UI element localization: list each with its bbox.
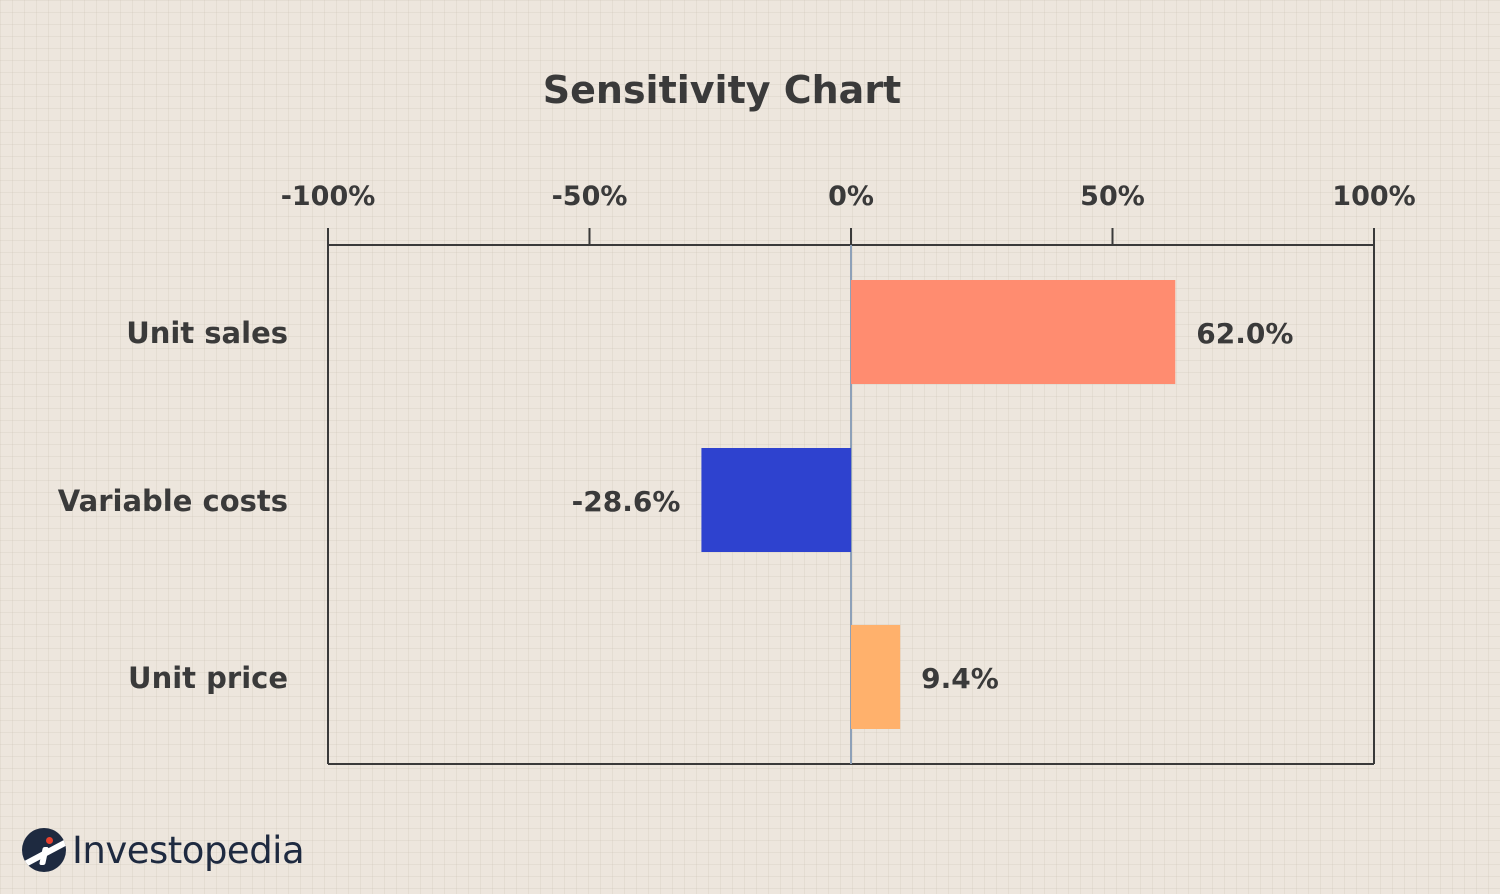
- bar: [851, 625, 901, 729]
- x-tick-label: 100%: [1332, 181, 1415, 212]
- bar: [851, 280, 1176, 384]
- logo-text: Investopedia: [72, 828, 305, 872]
- data-label: 62.0%: [1196, 317, 1293, 350]
- bars: [701, 280, 1176, 729]
- x-tick-label: -50%: [552, 181, 628, 212]
- x-tick-label: -100%: [281, 181, 376, 212]
- chart-title: Sensitivity Chart: [543, 68, 901, 112]
- category-label: Unit price: [128, 661, 288, 695]
- investopedia-logo: Investopedia: [22, 828, 305, 872]
- data-label: 9.4%: [921, 662, 999, 695]
- x-axis: -100% -50% 0% 50% 100%: [281, 181, 1416, 245]
- investopedia-logo-icon: [22, 828, 66, 872]
- x-tick-label: 0%: [828, 181, 874, 212]
- data-labels: 62.0% -28.6% 9.4%: [572, 317, 1294, 695]
- category-label: Unit sales: [126, 316, 288, 350]
- data-label: -28.6%: [572, 485, 681, 518]
- category-labels: Unit sales Variable costs Unit price: [58, 316, 288, 695]
- x-tick-label: 50%: [1080, 181, 1145, 212]
- bar: [701, 448, 851, 552]
- category-label: Variable costs: [58, 484, 288, 518]
